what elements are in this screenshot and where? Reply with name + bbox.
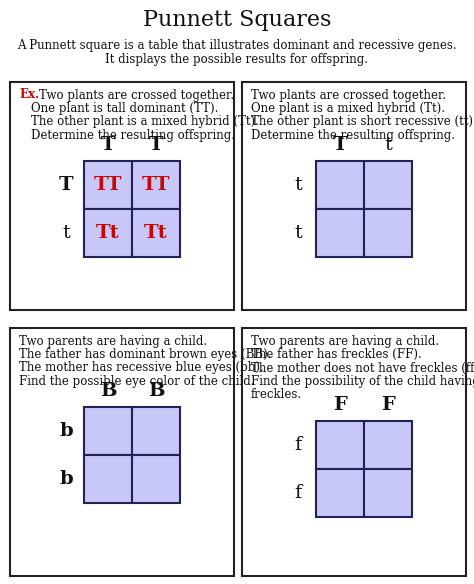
Text: t: t [294,176,302,194]
Bar [364,209,412,257]
Text: The father has dominant brown eyes (BB).: The father has dominant brown eyes (BB). [19,348,272,361]
Text: TT: TT [94,176,122,194]
Text: It displays the possible results for offspring.: It displays the possible results for off… [106,54,368,67]
Bar [10,82,234,310]
Bar [242,82,466,310]
Text: f: f [294,484,301,502]
Text: F: F [381,395,395,413]
Text: B: B [148,382,164,400]
Bar [316,161,364,209]
Text: One plant is tall dominant (TT).: One plant is tall dominant (TT). [31,102,219,115]
Text: T: T [100,136,115,154]
Bar [84,209,132,257]
Text: T: T [333,136,347,154]
Bar [242,328,466,576]
Text: Find the possibility of the child having: Find the possibility of the child having [251,375,474,388]
Text: Punnett Squares: Punnett Squares [143,9,331,31]
Bar [84,161,132,209]
Text: One plant is a mixed hybrid (Tt).: One plant is a mixed hybrid (Tt). [251,102,445,115]
Text: Two plants are crossed together.: Two plants are crossed together. [39,89,234,102]
Text: Find the possible eye color of the child.: Find the possible eye color of the child… [19,375,255,388]
Bar [316,468,364,516]
Bar [132,407,180,455]
Text: Tt: Tt [96,224,120,242]
Text: Determine the resulting offspring.: Determine the resulting offspring. [31,129,235,142]
Bar [84,407,132,455]
Bar [132,161,180,209]
Text: B: B [100,382,116,400]
Text: TT: TT [142,176,170,194]
Text: The mother does not have freckles (ff).: The mother does not have freckles (ff). [251,361,474,374]
Text: t: t [294,224,302,242]
Text: Two parents are having a child.: Two parents are having a child. [251,335,439,347]
Text: F: F [333,395,347,413]
Bar [316,209,364,257]
Text: f: f [294,436,301,454]
Bar [364,161,412,209]
Text: freckles.: freckles. [251,388,302,402]
Text: The other plant is short recessive (tt).: The other plant is short recessive (tt). [251,116,474,128]
Text: b: b [59,422,73,440]
Bar [364,420,412,468]
Bar [10,328,234,576]
Text: b: b [59,470,73,488]
Text: A Punnett square is a table that illustrates dominant and recessive genes.: A Punnett square is a table that illustr… [17,39,457,51]
Text: Tt: Tt [144,224,168,242]
Bar [132,209,180,257]
Text: Two parents are having a child.: Two parents are having a child. [19,335,207,347]
Text: t: t [384,136,392,154]
Text: Ex.: Ex. [19,89,39,102]
Text: The other plant is a mixed hybrid (Tt).: The other plant is a mixed hybrid (Tt). [31,116,259,128]
Bar [84,455,132,503]
Text: The mother has recessive blue eyes (bb).: The mother has recessive blue eyes (bb). [19,361,264,374]
Bar [364,468,412,516]
Text: T: T [149,136,164,154]
Text: Determine the resulting offspring.: Determine the resulting offspring. [251,129,455,142]
Text: t: t [62,224,70,242]
Text: Two plants are crossed together.: Two plants are crossed together. [251,89,446,102]
Bar [316,420,364,468]
Text: The father has freckles (FF).: The father has freckles (FF). [251,348,422,361]
Text: T: T [59,176,73,194]
Bar [132,455,180,503]
